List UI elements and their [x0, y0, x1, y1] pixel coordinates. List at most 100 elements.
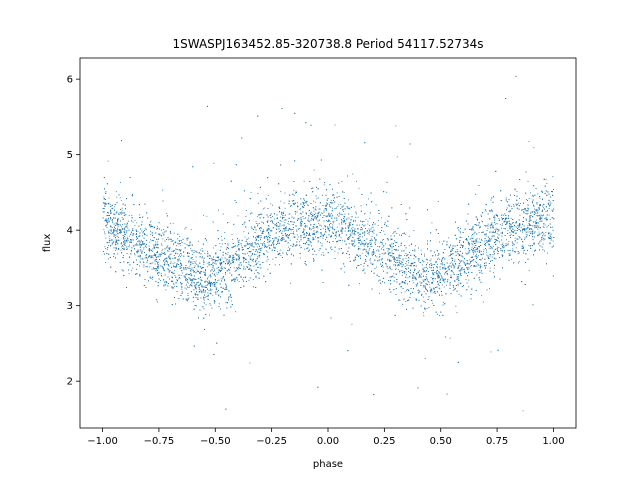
- data-point: [483, 251, 485, 253]
- data-point: [290, 245, 292, 246]
- data-point: [488, 225, 490, 227]
- data-point: [304, 229, 306, 231]
- data-point: [455, 305, 457, 307]
- data-point: [150, 239, 152, 241]
- data-point: [144, 257, 146, 259]
- data-point: [309, 244, 311, 246]
- data-point: [387, 268, 389, 270]
- data-point: [394, 240, 395, 242]
- data-point: [293, 195, 295, 197]
- data-point: [485, 210, 487, 212]
- data-point: [337, 206, 339, 207]
- data-point: [356, 180, 357, 182]
- data-point: [110, 230, 112, 232]
- data-point: [154, 254, 156, 256]
- data-point: [122, 245, 123, 246]
- data-point: [476, 262, 477, 263]
- data-point: [348, 222, 350, 224]
- data-point: [211, 257, 213, 259]
- data-point: [216, 268, 218, 270]
- data-point: [249, 246, 250, 248]
- data-point: [172, 263, 174, 265]
- data-point: [441, 284, 443, 286]
- data-point: [266, 250, 267, 252]
- data-point: [307, 234, 309, 236]
- data-point: [245, 253, 246, 255]
- data-point: [105, 191, 107, 193]
- data-point: [476, 247, 478, 249]
- data-point: [395, 269, 397, 270]
- data-point: [491, 236, 493, 237]
- data-point: [484, 240, 486, 242]
- data-point: [516, 208, 518, 209]
- data-point: [208, 290, 210, 291]
- data-point: [299, 224, 301, 226]
- data-point: [426, 258, 427, 260]
- data-point: [494, 229, 496, 230]
- data-point: [535, 213, 537, 215]
- data-point: [152, 248, 154, 250]
- data-point: [475, 224, 477, 226]
- data-point: [132, 228, 133, 230]
- data-point: [199, 273, 201, 274]
- data-point: [230, 263, 232, 265]
- data-point: [213, 271, 214, 273]
- data-point: [236, 267, 238, 268]
- data-point: [169, 223, 171, 225]
- data-point: [391, 255, 393, 257]
- data-point: [432, 280, 434, 282]
- data-point: [192, 301, 194, 303]
- data-point: [511, 231, 513, 233]
- data-point: [510, 217, 512, 219]
- data-point: [220, 278, 222, 280]
- data-point: [385, 243, 386, 245]
- data-point: [187, 292, 189, 294]
- data-point: [491, 222, 493, 224]
- data-point: [371, 246, 373, 247]
- data-point: [423, 315, 425, 317]
- data-point: [138, 236, 140, 238]
- data-point: [267, 258, 269, 260]
- data-point: [516, 204, 518, 205]
- data-point: [316, 198, 318, 200]
- data-point: [152, 250, 153, 252]
- data-point: [267, 246, 269, 248]
- data-point: [200, 273, 202, 275]
- data-point: [147, 266, 148, 268]
- data-point: [378, 250, 380, 252]
- data-point: [367, 246, 368, 248]
- data-point: [457, 227, 459, 228]
- data-point: [104, 246, 106, 248]
- data-point: [330, 200, 332, 202]
- data-point: [216, 272, 218, 274]
- data-point: [300, 217, 302, 219]
- data-point: [431, 283, 433, 284]
- data-point: [485, 267, 486, 269]
- data-point: [121, 211, 122, 213]
- data-point: [470, 257, 472, 258]
- data-point: [395, 258, 396, 260]
- data-point: [116, 196, 118, 198]
- data-point: [469, 259, 471, 261]
- data-point: [166, 262, 168, 264]
- data-point: [166, 258, 168, 260]
- data-point: [391, 276, 392, 277]
- data-point: [402, 304, 404, 305]
- data-point: [448, 237, 450, 239]
- data-point: [115, 230, 116, 232]
- data-point: [176, 245, 178, 247]
- data-point: [248, 237, 250, 239]
- data-point: [126, 241, 128, 243]
- data-point: [473, 251, 475, 253]
- data-point: [123, 247, 125, 249]
- data-point: [221, 257, 223, 259]
- data-point: [117, 223, 119, 225]
- data-point: [356, 213, 357, 215]
- data-point: [227, 242, 229, 244]
- data-point: [218, 279, 220, 281]
- data-point: [361, 236, 363, 238]
- data-point: [549, 201, 551, 203]
- data-point: [501, 227, 502, 229]
- data-point: [491, 237, 493, 239]
- data-point: [397, 265, 398, 267]
